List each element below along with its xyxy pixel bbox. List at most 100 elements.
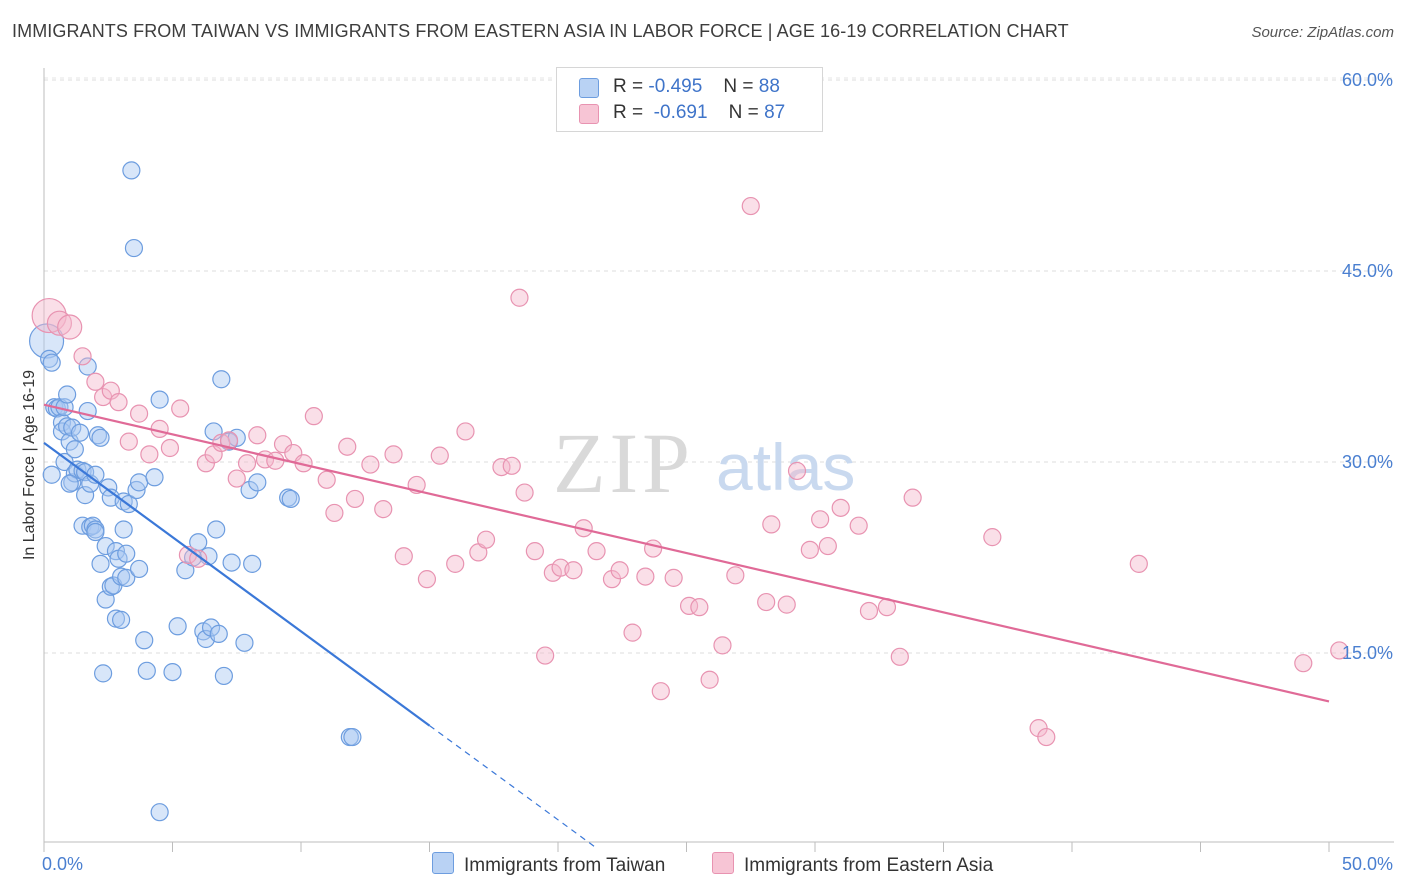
eastern-asia-point-76 — [849, 516, 868, 535]
watermark: ZIP atlas — [553, 415, 855, 511]
eastern-asia-point-45 — [502, 456, 521, 475]
eastern-asia-point-48 — [525, 542, 544, 561]
taiwan-point-60 — [168, 617, 187, 636]
eastern-asia-point-4 — [86, 372, 105, 391]
eastern-asia-point-19 — [219, 431, 239, 450]
taiwan-point-55 — [135, 631, 154, 650]
legend-swatch-taiwan — [579, 78, 599, 98]
taiwan-point-23 — [76, 486, 95, 505]
y-tick-label-3: 60.0% — [1342, 70, 1393, 90]
eastern-asia-point-61 — [664, 568, 683, 587]
eastern-asia-trend-line — [43, 403, 1330, 703]
eastern-asia-point-60 — [651, 682, 670, 701]
eastern-asia-point-56 — [610, 561, 629, 580]
taiwan-point-72 — [214, 666, 233, 686]
eastern-asia-point-81 — [983, 528, 1002, 547]
eastern-asia-point-22 — [248, 426, 267, 445]
legend-n-value-eastern-asia: 87 — [764, 102, 786, 123]
taiwan-point-79 — [248, 473, 267, 492]
eastern-asia-point-66 — [726, 566, 745, 585]
taiwan-point-32 — [91, 428, 110, 447]
eastern-asia-point-21 — [237, 454, 257, 473]
eastern-asia-point-83 — [1037, 727, 1056, 747]
taiwan-point-8 — [52, 422, 72, 441]
eastern-asia-point-38 — [417, 570, 437, 589]
legend-n-value-taiwan: 88 — [758, 76, 780, 97]
y-tick-label-0: 15.0% — [1342, 643, 1393, 663]
legend-r-value-taiwan: -0.495 — [648, 76, 703, 97]
taiwan-point-56 — [137, 661, 156, 680]
legend-n-label: N = — [728, 102, 759, 123]
eastern-asia-point-85 — [1294, 654, 1313, 673]
taiwan-point-71 — [212, 370, 231, 389]
taiwan-point-19 — [70, 423, 90, 442]
bottom-legend-eastern-asia: Immigrants from Eastern Asia — [712, 852, 993, 876]
taiwan-point-35 — [96, 536, 115, 556]
eastern-asia-point-84 — [1129, 554, 1148, 573]
eastern-asia-point-86 — [1330, 641, 1349, 660]
taiwan-point-84 — [150, 803, 169, 822]
taiwan-trend-extension — [429, 725, 597, 849]
eastern-asia-point-63 — [690, 598, 709, 617]
eastern-asia-point-13 — [171, 399, 190, 418]
eastern-asia-point-49 — [536, 646, 555, 665]
series-taiwan — [28, 161, 362, 822]
eastern-asia-point-34 — [374, 500, 393, 519]
taiwan-point-53 — [129, 473, 149, 492]
watermark-atlas: atlas — [716, 430, 855, 504]
taiwan-point-3 — [42, 465, 61, 484]
eastern-asia-point-41 — [456, 422, 475, 441]
eastern-asia-point-43 — [476, 530, 496, 549]
taiwan-point-77 — [240, 480, 259, 500]
legend-swatch-eastern-asia — [579, 104, 599, 124]
legend-r-value-eastern-asia: -0.691 — [653, 102, 708, 123]
eastern-asia-point-36 — [394, 547, 413, 566]
taiwan-point-46 — [114, 520, 133, 539]
trend-lines — [43, 403, 1330, 849]
taiwan-point-74 — [222, 553, 241, 572]
taiwan-point-54 — [129, 559, 149, 579]
taiwan-point-87 — [60, 474, 79, 493]
eastern-asia-point-59 — [643, 539, 663, 558]
eastern-asia-point-28 — [304, 407, 323, 426]
taiwan-point-17 — [65, 440, 84, 459]
bottom-legend-taiwan: Immigrants from Taiwan — [432, 852, 665, 876]
taiwan-point-78 — [243, 554, 262, 573]
tick-labels: 15.0% 30.0% 45.0% 60.0% 0.0% 50.0% — [42, 70, 1393, 874]
eastern-asia-point-74 — [818, 536, 837, 556]
x-tick-label-0: 0.0% — [42, 854, 83, 874]
eastern-asia-point-35 — [384, 445, 403, 464]
y-tick-label-2: 45.0% — [1342, 261, 1393, 281]
eastern-asia-point-10 — [140, 445, 159, 464]
taiwan-point-83 — [343, 727, 362, 747]
eastern-asia-point-33 — [361, 455, 380, 474]
y-tick-label-1: 30.0% — [1342, 452, 1393, 472]
taiwan-point-31 — [88, 426, 108, 445]
legend-r-label: R = — [613, 76, 644, 97]
eastern-asia-point-32 — [345, 489, 365, 509]
eastern-asia-point-64 — [700, 670, 719, 689]
taiwan-point-34 — [94, 664, 113, 683]
eastern-asia-point-39 — [430, 446, 449, 465]
eastern-asia-point-15 — [189, 549, 208, 568]
eastern-asia-point-75 — [831, 498, 850, 517]
eastern-asia-point-3 — [73, 347, 92, 366]
eastern-asia-point-70 — [777, 595, 796, 614]
taiwan-point-85 — [86, 522, 105, 542]
eastern-asia-point-80 — [903, 488, 922, 507]
eastern-asia-point-12 — [160, 438, 180, 458]
eastern-asia-point-46 — [510, 288, 529, 307]
eastern-asia-point-31 — [338, 437, 357, 456]
taiwan-point-57 — [145, 468, 164, 487]
eastern-asia-point-2 — [57, 314, 83, 340]
eastern-asia-point-52 — [564, 561, 583, 580]
x-tick-label-1: 50.0% — [1342, 854, 1393, 874]
eastern-asia-point-54 — [587, 542, 606, 561]
taiwan-point-51 — [124, 238, 144, 258]
stats-legend: R = -0.495 N = 88 R = -0.691 N = 87 — [556, 67, 823, 132]
taiwan-point-81 — [281, 489, 300, 509]
legend-n-label: N = — [723, 76, 754, 97]
taiwan-point-2 — [42, 353, 61, 372]
taiwan-point-24 — [78, 357, 97, 376]
